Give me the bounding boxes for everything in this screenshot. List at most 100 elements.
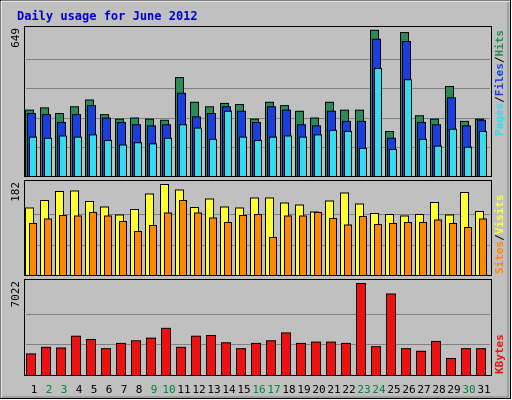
day-label: 26	[402, 383, 415, 396]
pages-bar	[179, 124, 187, 177]
kbytes-bar	[206, 335, 216, 377]
day-label: 6	[106, 383, 113, 396]
day-label: 10	[162, 383, 175, 396]
sites-bar	[164, 212, 172, 276]
kbytes-bar	[86, 338, 96, 376]
bottom-legend: KBytes	[493, 334, 506, 374]
pages-bar	[134, 142, 142, 178]
kbytes-bar	[116, 342, 126, 376]
kbytes-bar	[191, 335, 201, 376]
day-label: 22	[342, 383, 355, 396]
chart-title: Daily usage for June 2012	[17, 9, 198, 23]
sites-bar	[59, 215, 67, 276]
day-label: 9	[151, 383, 158, 396]
day-label: 14	[222, 383, 236, 396]
middle-ymax-label: 182	[9, 182, 22, 202]
day-label: 23	[357, 383, 370, 396]
sites-bar	[344, 224, 352, 276]
day-label: 5	[91, 383, 98, 396]
sites-bar	[434, 219, 442, 276]
pages-bar	[254, 140, 262, 177]
top-legend: Pages/Files/Hits	[493, 30, 506, 136]
kbytes-bar	[386, 293, 396, 376]
pages-bar	[119, 144, 127, 177]
sites-bar	[89, 212, 97, 276]
sites-bar	[419, 222, 427, 276]
day-label: 30	[462, 383, 475, 396]
kbytes-bar	[476, 348, 486, 376]
day-label: 25	[387, 383, 400, 396]
pages-bar	[239, 136, 247, 178]
kbytes-bar	[161, 327, 171, 377]
sites-bar	[29, 223, 37, 276]
pages-bar	[449, 128, 457, 177]
sites-bar	[74, 215, 82, 276]
kbytes-bar	[281, 332, 291, 376]
kbytes-bar	[176, 346, 186, 377]
kbytes-bar	[221, 342, 231, 376]
day-label: 31	[477, 383, 490, 396]
sites-bar	[404, 222, 412, 276]
sites-bar	[224, 222, 232, 276]
kbytes-bar	[296, 342, 306, 376]
day-label: 12	[192, 383, 205, 396]
sites-bar	[314, 212, 322, 276]
kbytes-bar	[311, 341, 321, 377]
legend-pages: Pages	[493, 103, 506, 136]
pages-bar	[164, 137, 172, 177]
kbytes-bar	[236, 348, 246, 376]
sites-bar	[134, 231, 142, 276]
sites-bar	[464, 227, 472, 276]
day-label: 28	[432, 383, 445, 396]
pages-bar	[299, 136, 307, 178]
sites-bar	[254, 214, 262, 276]
day-label: 15	[237, 383, 250, 396]
day-label: 8	[136, 383, 143, 396]
pages-bar	[464, 146, 472, 177]
legend-kbytes: KBytes	[493, 334, 506, 374]
sites-bar	[239, 215, 247, 276]
pages-bar	[269, 136, 277, 178]
pages-bar	[329, 129, 337, 178]
kbytes-bar	[341, 342, 351, 376]
legend-files: Files	[493, 63, 506, 96]
pages-bar	[194, 127, 202, 178]
legend-sites: Sites	[493, 241, 506, 274]
pages-bar	[89, 134, 97, 177]
kbytes-bar	[371, 346, 381, 376]
day-label: 7	[121, 383, 128, 396]
pages-bar	[29, 136, 37, 178]
middle-legend: Sites/Visits	[493, 195, 506, 275]
legend-hits: Hits	[493, 30, 506, 57]
day-label: 11	[177, 383, 190, 396]
pages-bar	[434, 145, 442, 178]
day-label: 20	[312, 383, 325, 396]
sites-bar	[449, 223, 457, 276]
kbytes-bar	[131, 340, 141, 376]
sites-bar	[104, 215, 112, 276]
pages-bar	[404, 79, 412, 177]
kbytes-bar	[251, 342, 261, 376]
sites-bar	[269, 237, 277, 276]
sites-bar	[194, 212, 202, 276]
bottom-ymax-label: 7022	[9, 281, 22, 308]
sites-bar	[44, 218, 52, 276]
pages-bar	[284, 135, 292, 177]
day-label: 3	[61, 383, 68, 396]
day-label: 1	[31, 383, 38, 396]
kbytes-bar	[146, 337, 156, 377]
day-label: 17	[267, 383, 280, 396]
kbytes-bar	[446, 357, 456, 376]
pages-bar	[359, 147, 367, 178]
pages-bar	[44, 137, 52, 177]
sites-bar	[359, 216, 367, 276]
day-label: 13	[207, 383, 220, 396]
pages-bar	[344, 131, 352, 177]
sites-bar	[149, 225, 157, 276]
sites-bar	[284, 215, 292, 276]
sites-bar	[389, 223, 397, 276]
pages-bar	[314, 134, 322, 177]
pages-bar	[419, 138, 427, 178]
day-label: 21	[327, 383, 340, 396]
